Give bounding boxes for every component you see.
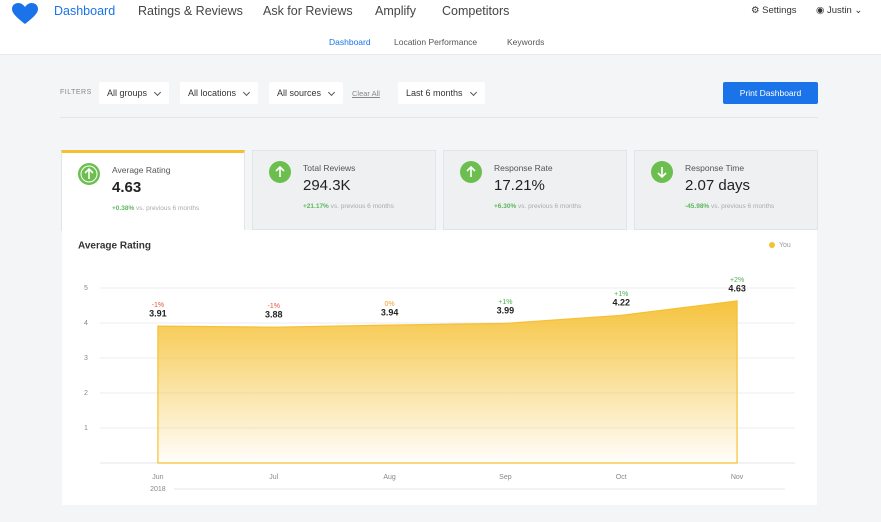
value-label: 3.99 (497, 306, 515, 316)
nav-tab[interactable]: Dashboard (54, 4, 116, 18)
card-change: -45.98% vs. previous 6 months (685, 203, 774, 210)
x-tick-label: Aug (383, 474, 396, 481)
trend-icon (269, 161, 291, 183)
change-pct: +0.38% (112, 205, 135, 212)
x-tick-label: Sep (499, 474, 512, 481)
x-tick-label: Jul (269, 474, 278, 481)
nav-tab[interactable]: Amplify (375, 4, 416, 18)
logo[interactable] (12, 3, 38, 25)
user-name: Justin (826, 5, 852, 16)
change-pct: +6.30% (494, 203, 517, 210)
user-menu[interactable]: ◉ Justin ⌄ (816, 5, 863, 16)
change-label: -1% (268, 303, 280, 310)
card-title: Total Reviews (303, 163, 356, 173)
card-title: Response Time (685, 163, 745, 173)
y-tick-label: 1 (84, 425, 88, 432)
legend-label: You (779, 242, 791, 249)
filters-label: FILTERS (60, 89, 92, 96)
filter-dropdown[interactable]: Last 6 months (398, 82, 485, 104)
value-label: 3.88 (265, 310, 283, 320)
card-title: Average Rating (112, 165, 171, 175)
y-tick-label: 2 (84, 390, 88, 397)
trend-icon (78, 163, 100, 185)
chart-title: Average Rating (78, 241, 151, 252)
y-tick-label: 3 (84, 355, 88, 362)
card-change: +6.30% vs. previous 6 months (494, 203, 581, 210)
change-note: vs. previous 6 months (518, 203, 582, 210)
subnav-tab[interactable]: Location Performance (394, 37, 478, 47)
area (157, 300, 738, 464)
change-pct: -45.98% (685, 203, 710, 210)
subnav-tab[interactable]: Dashboard (329, 37, 371, 47)
legend-swatch (769, 242, 775, 248)
top-nav: Dashboard Ratings & Reviews Ask for Revi… (0, 0, 881, 30)
card-value: 4.63 (112, 179, 142, 196)
x-year-label: 2018 (150, 486, 166, 493)
value-label: 4.22 (612, 298, 630, 308)
change-note: vs. previous 6 months (330, 203, 394, 210)
change-label: 0% (385, 301, 395, 308)
nav-tab[interactable]: Ratings & Reviews (138, 4, 243, 18)
settings-text: Settings (762, 5, 797, 16)
filter-dropdown[interactable]: All groups (99, 82, 170, 104)
chart: Average Rating 1 2 3 4 5 Jun Jul Aug Sep Oct Nov 20… (62, 230, 817, 505)
stat-card[interactable]: Response Rate 17.21% +6.30% vs. previous… (443, 150, 627, 230)
card-value: 17.21% (494, 177, 545, 194)
subnav-tab[interactable]: Keywords (507, 37, 545, 47)
change-label: +2% (730, 277, 744, 284)
filter-dropdown[interactable]: All sources (269, 82, 344, 104)
settings-link[interactable]: ⚙ Settings (751, 5, 797, 16)
x-tick-label: Jun (152, 474, 163, 481)
value-label: 3.94 (381, 307, 399, 317)
value-label: 4.63 (728, 283, 746, 293)
nav-tab[interactable]: Ask for Reviews (263, 4, 353, 18)
x-tick-label: Oct (616, 474, 627, 481)
y-tick-label: 4 (84, 320, 88, 327)
sub-nav (0, 30, 881, 55)
card-change: +21.17% vs. previous 6 months (303, 203, 394, 210)
change-label: +1% (614, 291, 628, 298)
card-value: 294.3K (303, 177, 351, 194)
print-button[interactable]: Print Dashboard (723, 82, 818, 104)
card-title: Response Rate (494, 163, 553, 173)
x-tick-label: Nov (731, 474, 744, 481)
value-label: 3.91 (149, 309, 167, 319)
trend-icon (651, 161, 673, 183)
nav-tab[interactable]: Competitors (442, 4, 510, 18)
clear-all[interactable]: Clear All (352, 89, 380, 98)
stat-card[interactable]: Response Time 2.07 days -45.98% vs. prev… (634, 150, 818, 230)
divider (60, 117, 818, 118)
stat-card[interactable]: Total Reviews 294.3K +21.17% vs. previou… (252, 150, 436, 230)
change-label: +1% (498, 299, 512, 306)
card-value: 2.07 days (685, 177, 751, 194)
trend-icon (460, 161, 482, 183)
change-pct: +21.17% (303, 203, 329, 210)
change-note: vs. previous 6 months (136, 205, 200, 212)
stat-card[interactable]: Average Rating 4.63 +0.38% vs. previous … (61, 150, 245, 231)
change-label: -1% (152, 302, 164, 309)
change-note: vs. previous 6 months (711, 203, 775, 210)
card-change: +0.38% vs. previous 6 months (112, 205, 199, 212)
filter-dropdown[interactable]: All locations (180, 82, 259, 104)
y-tick-label: 5 (84, 285, 88, 292)
